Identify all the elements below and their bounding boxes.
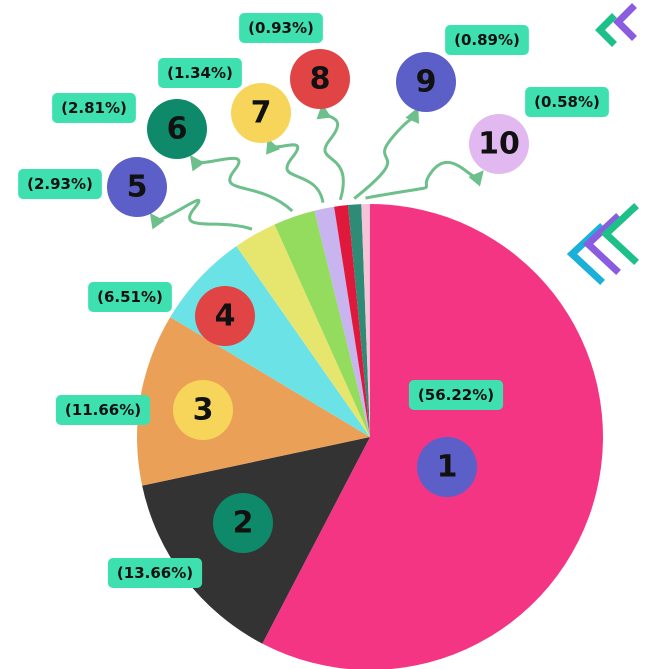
arrow <box>270 145 323 203</box>
value-label: (0.89%) <box>454 31 520 49</box>
category-label: 2 <box>233 506 254 541</box>
category-label: 10 <box>478 127 520 162</box>
category-label: 1 <box>437 450 458 485</box>
category-label: 7 <box>251 96 272 131</box>
decoration <box>572 8 634 280</box>
category-label: 9 <box>416 65 437 100</box>
value-label: (11.66%) <box>65 401 141 419</box>
value-label: (56.22%) <box>418 386 494 404</box>
arrow <box>154 200 252 229</box>
arrow <box>366 162 479 198</box>
value-label: (0.93%) <box>248 19 314 37</box>
category-label: 5 <box>127 170 148 205</box>
category-label: 4 <box>215 299 236 334</box>
chart: 1 (56.22%) 2 (13.66%) 3 (11.66%) 4 (6.51%) 5 (2.9… <box>0 0 653 669</box>
category-label: 6 <box>167 112 188 147</box>
category-label: 8 <box>310 62 331 97</box>
value-label: (6.51%) <box>97 288 163 306</box>
arrow <box>194 158 292 211</box>
value-label: (0.58%) <box>534 93 600 111</box>
arrow <box>323 111 343 200</box>
value-label: (2.81%) <box>61 99 127 117</box>
category-label: 3 <box>193 393 214 428</box>
value-label: (13.66%) <box>117 564 193 582</box>
value-label: (2.93%) <box>27 175 93 193</box>
arrow <box>354 114 415 199</box>
value-label: (1.34%) <box>167 64 233 82</box>
